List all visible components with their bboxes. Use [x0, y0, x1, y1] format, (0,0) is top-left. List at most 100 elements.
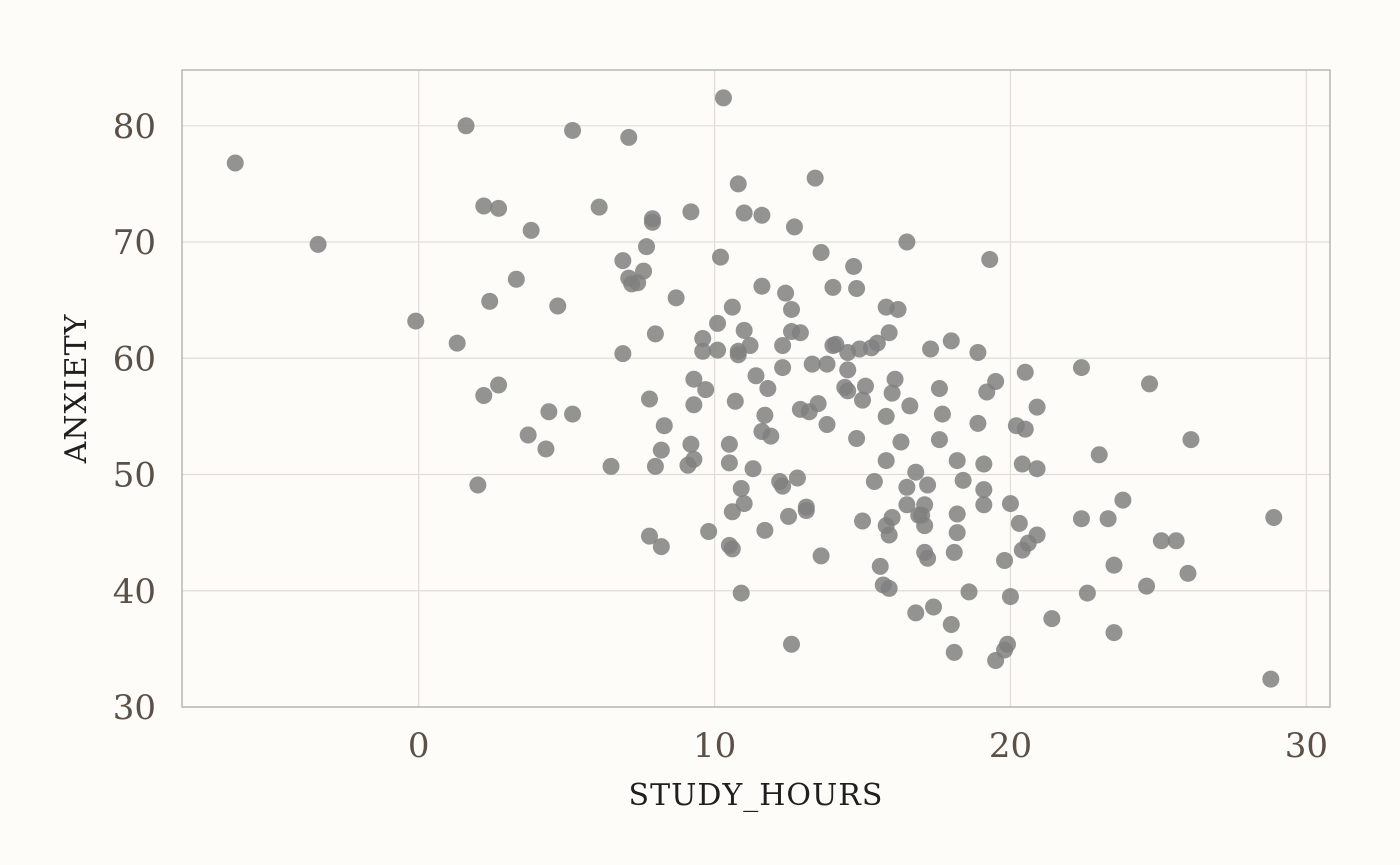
data-point	[975, 455, 993, 473]
data-point	[652, 441, 670, 459]
data-point	[1152, 532, 1170, 550]
data-point	[540, 403, 558, 421]
data-point	[756, 406, 774, 424]
data-point	[880, 324, 898, 342]
data-point	[729, 175, 747, 193]
data-point	[791, 324, 809, 342]
data-point	[714, 89, 732, 107]
data-point	[522, 221, 540, 239]
data-point	[806, 169, 824, 187]
data-point	[655, 417, 673, 435]
data-point	[1099, 510, 1117, 528]
data-point	[969, 343, 987, 361]
data-point	[942, 332, 960, 350]
data-point	[812, 547, 830, 565]
data-point	[1105, 556, 1123, 574]
data-point	[933, 405, 951, 423]
data-point	[960, 583, 978, 601]
data-point	[774, 359, 792, 377]
data-points	[226, 89, 1283, 688]
data-point	[987, 373, 1005, 391]
data-point	[407, 312, 425, 330]
data-point	[741, 336, 759, 354]
data-point	[549, 297, 567, 315]
x-tick-label: 20	[989, 726, 1032, 766]
data-point	[537, 440, 555, 458]
data-point	[898, 233, 916, 251]
data-point	[809, 395, 827, 413]
data-point	[700, 522, 718, 540]
data-point	[614, 345, 632, 363]
data-point	[922, 340, 940, 358]
data-point	[735, 204, 753, 222]
data-point	[892, 433, 910, 451]
data-point	[694, 330, 712, 348]
data-point	[723, 540, 741, 558]
data-point	[827, 335, 845, 353]
x-tick-label: 0	[408, 726, 430, 766]
data-point	[1028, 526, 1046, 544]
data-point	[729, 346, 747, 364]
data-point	[854, 512, 872, 530]
data-point	[907, 463, 925, 481]
plot-frame	[181, 69, 1331, 708]
data-point	[448, 334, 466, 352]
data-point	[1105, 624, 1123, 642]
data-point	[774, 477, 792, 495]
x-axis-title: STUDY_HOURS	[629, 778, 884, 813]
data-point	[1001, 495, 1019, 513]
y-tick-labels: 30 40 50 60 70 80	[113, 107, 156, 728]
data-point	[930, 431, 948, 449]
data-point	[490, 376, 508, 394]
data-point	[975, 481, 993, 499]
x-tick-label: 30	[1285, 726, 1328, 766]
data-point	[685, 396, 703, 414]
data-point	[856, 377, 874, 395]
data-point	[1167, 532, 1185, 550]
y-tick-label: 30	[113, 688, 156, 728]
data-point	[694, 342, 712, 360]
data-point	[469, 476, 487, 494]
data-point	[652, 538, 670, 556]
data-point	[848, 280, 866, 298]
data-point	[848, 429, 866, 447]
data-point	[954, 471, 972, 489]
data-point	[614, 252, 632, 270]
data-point	[1262, 670, 1280, 688]
data-point	[925, 598, 943, 616]
axes	[181, 69, 1331, 708]
data-point	[590, 198, 608, 216]
data-point	[948, 524, 966, 542]
data-point	[735, 321, 753, 339]
data-point	[475, 386, 493, 404]
data-point	[871, 557, 889, 575]
data-point	[723, 503, 741, 521]
data-point	[839, 361, 857, 379]
data-point	[854, 391, 872, 409]
data-point	[783, 300, 801, 318]
data-point	[759, 380, 777, 397]
data-point	[711, 248, 729, 266]
y-axis-title: ANXIETY	[59, 313, 94, 464]
data-point	[475, 197, 493, 215]
data-point	[1072, 359, 1090, 377]
data-point	[1114, 491, 1132, 509]
data-point	[753, 206, 771, 224]
data-point	[877, 407, 895, 425]
data-point	[996, 552, 1014, 570]
data-point	[803, 355, 821, 373]
data-point	[667, 289, 685, 307]
data-point	[723, 298, 741, 316]
data-point	[732, 479, 750, 497]
data-point	[948, 452, 966, 470]
data-point	[818, 416, 836, 434]
data-point	[744, 460, 762, 478]
data-point	[1078, 584, 1096, 602]
data-point	[981, 250, 999, 268]
data-point	[824, 278, 842, 296]
data-point	[1013, 455, 1031, 473]
data-point	[916, 496, 934, 514]
data-point	[490, 199, 508, 217]
data-point	[877, 452, 895, 470]
data-point	[907, 604, 925, 622]
